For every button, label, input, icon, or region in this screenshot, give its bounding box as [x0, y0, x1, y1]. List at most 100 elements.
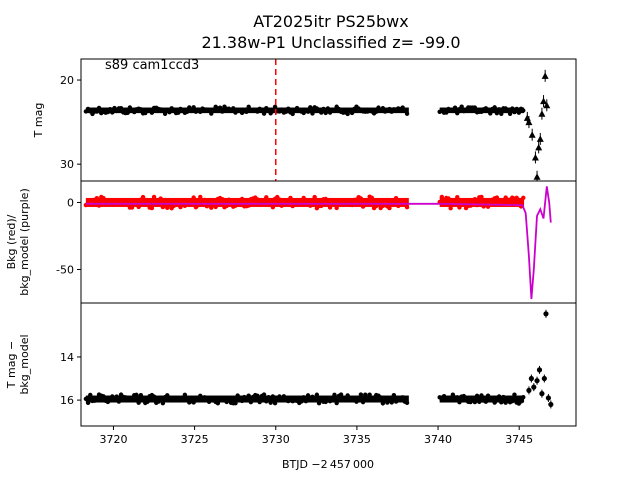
bottom-data-point: [490, 396, 495, 401]
top-data-point: [404, 111, 410, 116]
middle-data-point: [455, 195, 460, 200]
bottom-plot-area: [83, 309, 554, 409]
middle-data-point: [180, 197, 185, 203]
middle-data-point: [396, 203, 401, 209]
top-data-point: [167, 109, 172, 115]
bottom-data-point: [485, 393, 491, 398]
bottom-data-point: [195, 396, 201, 402]
middle-data-point: [446, 196, 451, 201]
bottom-data-point: [389, 400, 394, 405]
top-data-point: [516, 110, 522, 115]
bottom-data-point: [404, 400, 410, 405]
top-data-point: [189, 108, 194, 114]
bottom-data-point: [198, 393, 203, 398]
top-data-point: [444, 110, 449, 115]
middle-data-point: [494, 195, 500, 200]
bottom-data-point: [378, 395, 383, 400]
bottom-data-point: [129, 396, 135, 401]
bottom-data-point: [83, 396, 89, 402]
middle-data-point: [360, 204, 366, 209]
x-axis-label: BTJD −2 457 000: [282, 458, 374, 471]
bottom-data-point: [448, 397, 453, 402]
middle-data-point: [224, 203, 229, 209]
middle-data-point: [365, 198, 370, 203]
x-tick-label: 3720: [99, 433, 127, 446]
middle-data-point: [288, 195, 293, 201]
top-data-point: [138, 107, 144, 112]
top-data-point: [244, 109, 249, 114]
middle-plot-area: [83, 186, 552, 300]
middle-data-point: [290, 203, 295, 209]
middle-data-point: [457, 205, 462, 210]
middle-data-point: [94, 195, 100, 201]
x-tick-label: 3725: [181, 433, 209, 446]
middle-data-point: [136, 204, 141, 210]
middle-data-point: [220, 197, 225, 202]
bottom-data-point: [145, 399, 150, 405]
top-data-point: [349, 110, 355, 116]
bottom-data-point: [180, 397, 185, 402]
bottom-data-point: [272, 401, 278, 406]
bottom-data-point: [385, 400, 390, 405]
bottom-data-point: [248, 399, 254, 405]
bottom-data-point: [270, 394, 276, 399]
top-data-point: [514, 106, 519, 112]
top-y-axis-label: T mag: [32, 103, 45, 139]
middle-data-point: [228, 198, 234, 203]
middle-data-point: [140, 194, 146, 200]
bottom-data-point: [114, 394, 119, 399]
middle-data-point: [439, 194, 445, 200]
top-data-point: [499, 111, 504, 117]
middle-data-point: [369, 195, 375, 200]
bottom-data-point: [299, 399, 304, 404]
bottom-data-point: [391, 392, 397, 398]
middle-data-point: [323, 196, 328, 202]
bottom-data-point: [499, 400, 504, 405]
top-data-point: [118, 106, 124, 111]
bottom-y-tick-label: 14: [60, 351, 74, 364]
middle-data-point: [301, 195, 306, 201]
middle-data-point: [134, 199, 139, 204]
top-data-point: [290, 111, 295, 117]
bottom-data-point: [226, 397, 232, 402]
top-data-point: [492, 105, 497, 110]
top-data-point: [374, 109, 379, 114]
bottom-data-point: [246, 393, 251, 398]
bottom-data-point: [356, 397, 361, 402]
bottom-data-point: [501, 394, 506, 400]
top-data-point: [184, 109, 190, 114]
middle-y-tick-label: 0: [67, 196, 74, 209]
bottom-data-point: [332, 392, 337, 398]
middle-data-point: [160, 204, 166, 210]
bottom-data-band-1: [439, 395, 525, 403]
bottom-data-point: [483, 399, 489, 404]
bottom-data-point: [182, 392, 188, 397]
top-data-point: [308, 105, 313, 110]
bottom-data-point: [338, 392, 344, 397]
top-data-point: [209, 111, 214, 116]
middle-data-point: [387, 205, 392, 211]
bottom-data-point: [496, 394, 502, 399]
top-data-point: [472, 105, 478, 110]
bottom-data-point: [380, 401, 386, 406]
top-data-point: [198, 109, 203, 114]
bottom-data-point: [266, 394, 271, 400]
panel-middle: 0 -50 Bkg (red)/bkg_model (purple): [5, 180, 577, 304]
bottom-data-point: [474, 393, 480, 399]
top-y-tick-label: 20: [60, 74, 74, 87]
top-data-point: [160, 108, 166, 113]
bottom-data-point: [116, 399, 122, 404]
top-data-point: [107, 106, 113, 112]
bottom-data-point: [393, 399, 399, 404]
bottom-data-point: [160, 401, 166, 406]
x-tick-label: 3735: [343, 433, 371, 446]
middle-data-point: [319, 203, 324, 209]
bottom-data-point: [151, 394, 157, 399]
bottom-data-point: [518, 399, 524, 404]
bottom-data-point: [363, 392, 368, 397]
bottom-data-point: [244, 396, 249, 401]
bottom-data-point: [367, 392, 372, 397]
bottom-y-axis-label: T mag −: [5, 341, 18, 389]
top-data-point: [176, 110, 181, 115]
top-data-point: [488, 111, 493, 116]
